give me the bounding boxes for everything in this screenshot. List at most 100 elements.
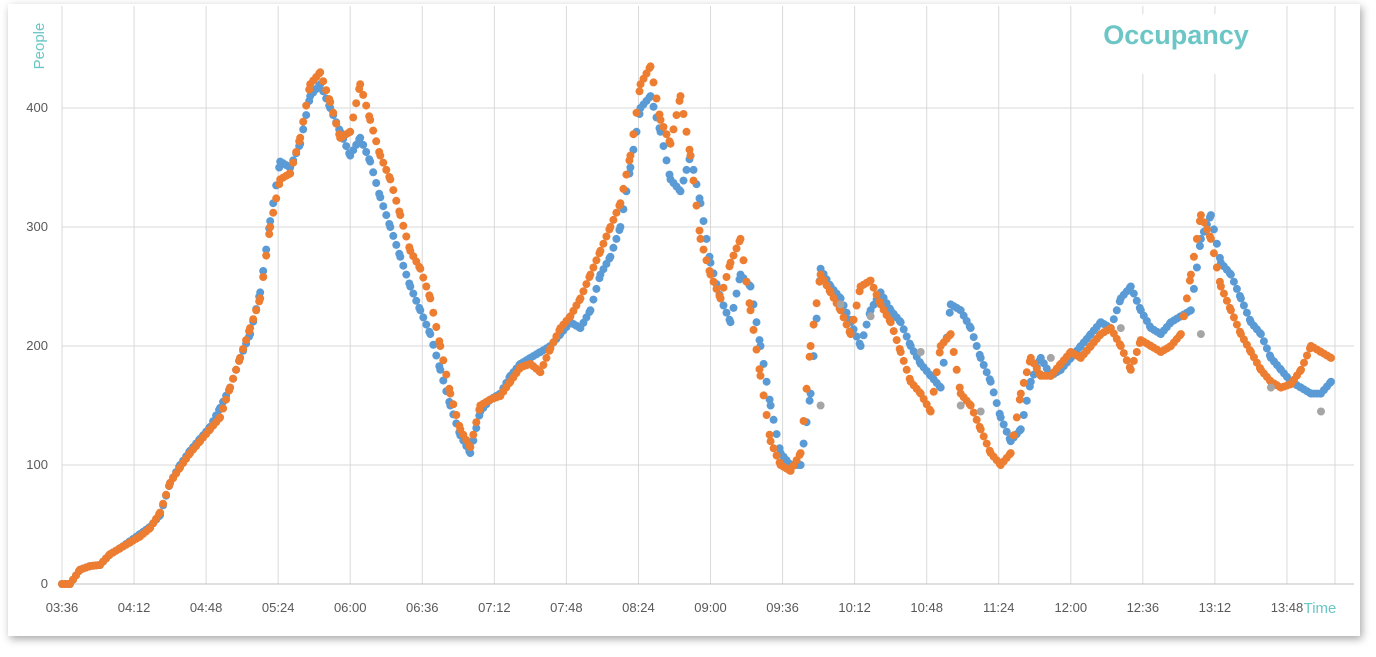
series-3-point [1266,383,1275,392]
series-2-point [685,145,694,154]
series-1-point [436,365,445,374]
x-tick-label: 13:48 [1271,600,1304,615]
series-1-point [936,383,945,392]
series-2-point [229,374,238,383]
series-1-point [1195,242,1204,250]
series-1-point [1026,377,1035,386]
series-2-point [1185,276,1194,285]
series-1-point [662,156,671,165]
series-1-point [262,245,271,254]
series-2-point [416,264,425,273]
series-1-point [1186,306,1195,315]
series-2-point [242,336,251,345]
series-2-point [376,151,385,160]
series-1-point [682,165,691,174]
series-2-point [232,365,241,374]
series-1-point [256,288,265,297]
series-2-point [966,401,975,410]
series-1-point [342,142,351,151]
series-2-point [549,338,558,347]
series-1-point [299,125,308,134]
series-2-point [842,320,851,329]
series-1-point [472,424,481,433]
series-2-point [1009,431,1018,440]
series-1-point [629,145,638,154]
series-2-point [582,280,591,289]
series-1-point [755,336,764,345]
series-2-point [609,215,618,224]
series-1-point [992,399,1001,408]
series-3-point [1317,407,1325,416]
series-2-point [236,353,245,362]
series-2-point [746,306,755,315]
series-1-point [419,313,428,322]
series-2-point [552,332,561,341]
series-1-point [702,234,711,243]
series-2-point [1189,252,1198,261]
axis-layer: 0 100 200 300 400 03:36 04:12 04:48 05:24 06:00 06… [26,100,1354,615]
series-1-point [259,267,268,275]
series-1-point [586,306,595,315]
series-1-point [939,358,948,367]
series-2-point [852,301,861,310]
series-2-point [446,389,455,398]
series-2-point [672,111,681,120]
series-2-point [1019,378,1028,387]
series-2-point [356,80,365,89]
series-3-point [866,312,875,321]
series-1-point [689,165,698,174]
series-1-point [612,234,621,243]
series-2-point [772,451,781,460]
series-2-point [1327,353,1335,362]
series-2-point [742,277,751,286]
series-2-point [289,158,298,167]
series-2-point [1303,351,1311,360]
series-2-point [766,437,775,446]
series-1-point [412,296,421,305]
series-1-point [986,377,995,386]
series-2-point [889,327,898,336]
series-1-point [1189,284,1198,293]
series-2-point [596,246,605,255]
series-2-point [262,251,271,260]
series-2-point [899,356,908,365]
series-2-point [649,78,658,87]
series-2-point [712,284,721,293]
series-2-point [296,133,305,142]
series-1-point [382,211,391,220]
x-tick-label: 10:12 [838,600,871,615]
series-1-point [979,361,988,369]
series-2-point [299,117,308,126]
series-1-point [466,449,475,458]
series-2-point [249,315,258,324]
series-2-point [536,368,545,377]
series-3-point [956,401,965,410]
series-2-point [542,353,551,362]
series-2-point [286,169,295,178]
series-1-point [676,187,685,196]
series-3-point [976,407,985,416]
series-1-point [1239,301,1248,310]
series-1-point [805,396,814,405]
series-2-point [592,256,601,265]
series-2-point [849,315,858,324]
series-2-point [682,127,691,136]
series-2-point [706,270,715,279]
series-2-point [352,99,361,108]
series-2-point [796,449,805,458]
series-1-point [899,325,908,334]
series-2-point [619,184,628,193]
series-1-point [379,202,388,211]
series-2-point [719,283,728,292]
x-tick-label: 08:24 [622,600,655,615]
y-tick-label: 400 [26,100,48,115]
series-1-point [359,140,368,149]
series-2-point [546,344,555,353]
series-2-point [329,108,338,117]
series-2-point [292,148,301,156]
series-1-point [722,308,731,317]
chart-frame: 0 100 200 300 400 03:36 04:12 04:48 05:24 06:00 06… [8,4,1360,636]
series-1-point [1236,294,1245,303]
series-1-point [799,439,808,448]
series-2-point [892,336,901,345]
